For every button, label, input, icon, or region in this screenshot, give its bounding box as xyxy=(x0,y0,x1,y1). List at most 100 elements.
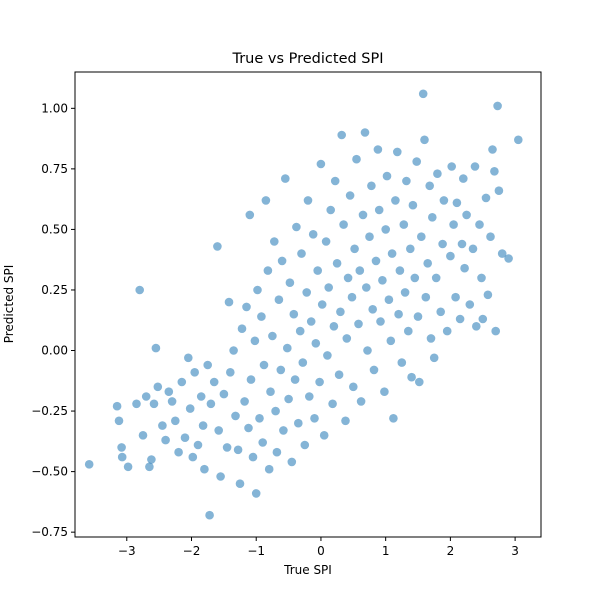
data-point xyxy=(457,239,467,249)
data-point xyxy=(257,312,266,321)
data-point xyxy=(153,382,163,392)
data-point xyxy=(283,343,292,353)
points-layer xyxy=(84,89,523,520)
data-point xyxy=(431,273,441,283)
data-point xyxy=(334,370,344,380)
data-point xyxy=(321,237,331,246)
data-point xyxy=(112,401,122,411)
data-point xyxy=(347,292,357,302)
data-point xyxy=(180,433,190,443)
data-point xyxy=(350,244,359,254)
data-point xyxy=(394,309,403,319)
data-point xyxy=(468,244,478,254)
data-point xyxy=(268,331,277,341)
data-point xyxy=(421,292,431,302)
data-point xyxy=(298,358,308,367)
data-point xyxy=(494,186,504,195)
data-point xyxy=(196,392,206,401)
data-point xyxy=(246,375,256,384)
data-point xyxy=(425,181,435,191)
data-point xyxy=(400,288,410,297)
data-point xyxy=(84,460,94,469)
data-point xyxy=(123,462,133,472)
data-point xyxy=(279,426,288,435)
data-point xyxy=(261,196,271,205)
data-point xyxy=(292,222,301,232)
data-point xyxy=(429,353,439,363)
data-point xyxy=(209,377,219,387)
data-point xyxy=(326,205,336,215)
data-point xyxy=(226,368,235,377)
data-point xyxy=(376,317,385,326)
data-point xyxy=(415,377,424,387)
data-point xyxy=(514,135,523,145)
data-point xyxy=(395,266,405,275)
data-point xyxy=(397,358,407,367)
data-point xyxy=(235,479,245,489)
data-point xyxy=(470,162,480,171)
data-point xyxy=(141,392,151,401)
data-point xyxy=(369,365,379,375)
data-point xyxy=(478,314,488,324)
data-point xyxy=(420,135,429,145)
data-point xyxy=(371,256,381,266)
data-point xyxy=(329,322,339,331)
data-point xyxy=(263,266,273,275)
data-point xyxy=(311,339,321,348)
data-point xyxy=(462,210,471,220)
data-point xyxy=(224,297,234,307)
data-point xyxy=(158,421,167,430)
data-point xyxy=(306,317,316,326)
data-point xyxy=(229,346,238,355)
data-point xyxy=(264,464,274,474)
data-point xyxy=(117,452,127,462)
x-tick-label: 0 xyxy=(317,544,325,558)
data-point xyxy=(381,225,391,234)
x-tick-label: 2 xyxy=(447,544,455,558)
data-point xyxy=(404,326,413,336)
data-point xyxy=(270,237,279,246)
data-point xyxy=(380,387,389,397)
data-point xyxy=(367,181,376,191)
data-point xyxy=(342,334,352,343)
data-point xyxy=(472,322,481,331)
data-point xyxy=(412,157,422,166)
data-point xyxy=(360,128,370,137)
data-point xyxy=(497,249,507,258)
data-point xyxy=(258,438,268,447)
data-point xyxy=(449,220,458,229)
data-point xyxy=(428,213,437,222)
data-point xyxy=(185,404,195,413)
data-point xyxy=(250,336,260,346)
data-point xyxy=(483,290,493,300)
data-point xyxy=(391,196,400,205)
data-point xyxy=(459,174,468,183)
data-point xyxy=(447,162,457,171)
data-point xyxy=(438,239,447,249)
data-point xyxy=(407,372,416,382)
data-point xyxy=(332,259,342,268)
data-point xyxy=(433,169,442,178)
data-point xyxy=(423,259,433,268)
data-point xyxy=(193,440,203,450)
data-point xyxy=(336,307,345,317)
data-point xyxy=(188,452,198,462)
data-point xyxy=(272,447,282,457)
chart-title: True vs Predicted SPI xyxy=(231,51,383,67)
data-point xyxy=(206,399,216,409)
data-point xyxy=(281,174,290,183)
data-point xyxy=(222,443,232,452)
data-point xyxy=(486,232,495,241)
data-point xyxy=(277,256,287,266)
data-point xyxy=(406,244,415,254)
data-point xyxy=(418,89,428,99)
data-point xyxy=(316,159,326,169)
data-point xyxy=(490,167,499,176)
data-point xyxy=(248,452,258,462)
data-point xyxy=(408,200,418,210)
data-point xyxy=(442,326,452,336)
data-point xyxy=(386,336,396,346)
x-tick-label: 1 xyxy=(382,544,390,558)
